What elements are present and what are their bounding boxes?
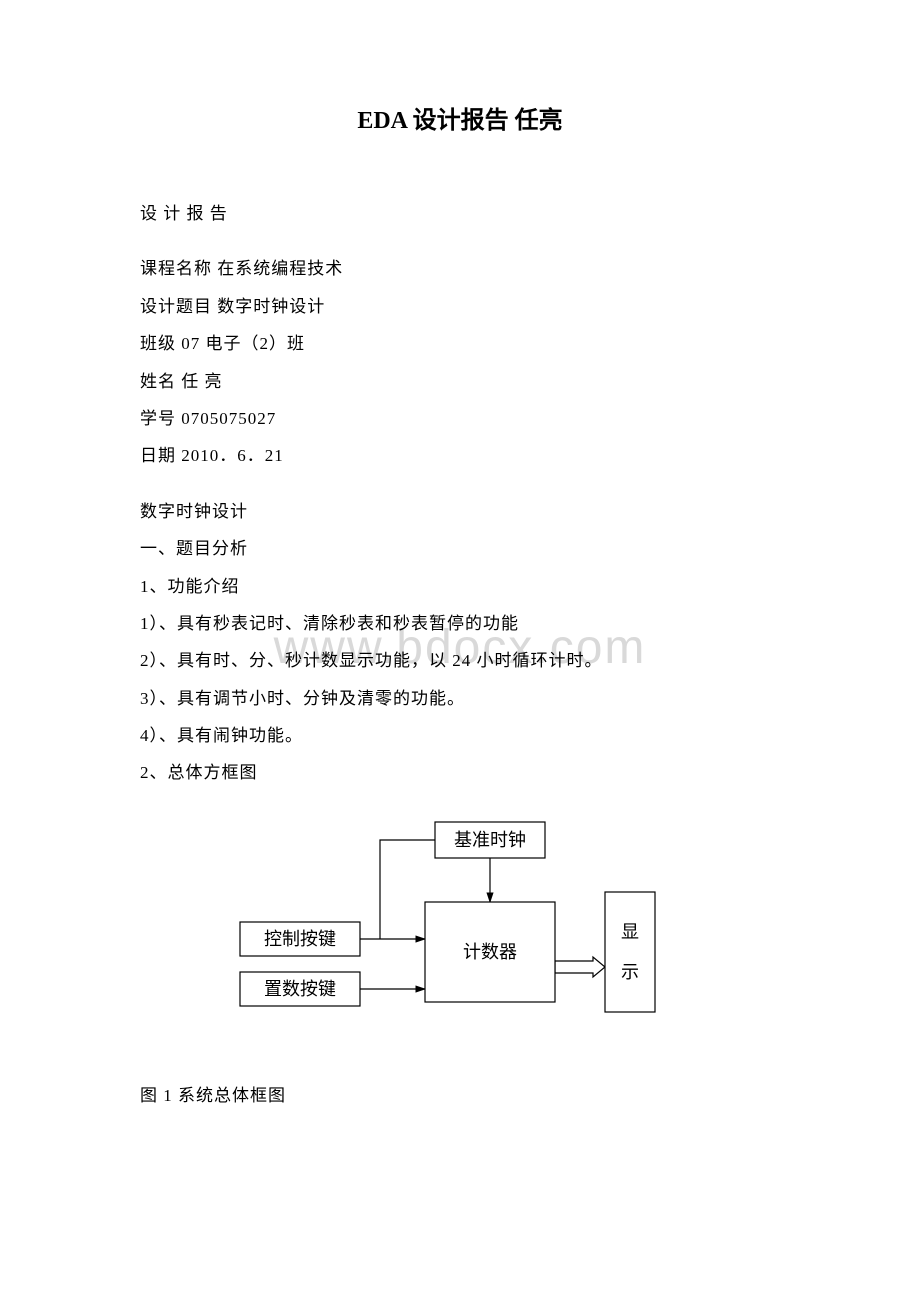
figure-caption: 图 1 系统总体框图: [140, 1077, 780, 1114]
svg-text:显: 显: [621, 922, 639, 942]
meta-name: 姓名 任 亮: [140, 363, 780, 400]
svg-text:示: 示: [621, 962, 639, 982]
block-diagram-svg: 基准时钟控制按键置数按键 计数器 显示: [230, 812, 660, 1032]
svg-text:控制按键: 控制按键: [264, 929, 336, 949]
report-header: 设 计 报 告: [140, 195, 780, 232]
section-title: 数字时钟设计: [140, 493, 780, 530]
feature-4: 4）、具有闹钟功能。: [140, 717, 780, 754]
meta-id: 学号 0705075027: [140, 400, 780, 437]
meta-topic: 设计题目 数字时钟设计: [140, 288, 780, 325]
feature-3: 3）、具有调节小时、分钟及清零的功能。: [140, 680, 780, 717]
section-1-2: 2、总体方框图: [140, 754, 780, 791]
meta-course: 课程名称 在系统编程技术: [140, 250, 780, 287]
block-diagram: 基准时钟控制按键置数按键 计数器 显示: [230, 812, 780, 1037]
meta-date: 日期 2010．6．21: [140, 437, 780, 474]
svg-text:置数按键: 置数按键: [264, 979, 336, 999]
svg-text:计数器: 计数器: [463, 942, 517, 962]
meta-class: 班级 07 电子（2）班: [140, 325, 780, 362]
section-1: 一、题目分析: [140, 530, 780, 567]
feature-1: 1）、具有秒表记时、清除秒表和秒表暂停的功能: [140, 605, 780, 642]
document-title: EDA 设计报告 任亮: [140, 100, 780, 135]
feature-2: 2）、具有时、分、秒计数显示功能，以 24 小时循环计时。: [140, 642, 780, 679]
section-1-1: 1、功能介绍: [140, 568, 780, 605]
svg-text:基准时钟: 基准时钟: [454, 830, 526, 850]
